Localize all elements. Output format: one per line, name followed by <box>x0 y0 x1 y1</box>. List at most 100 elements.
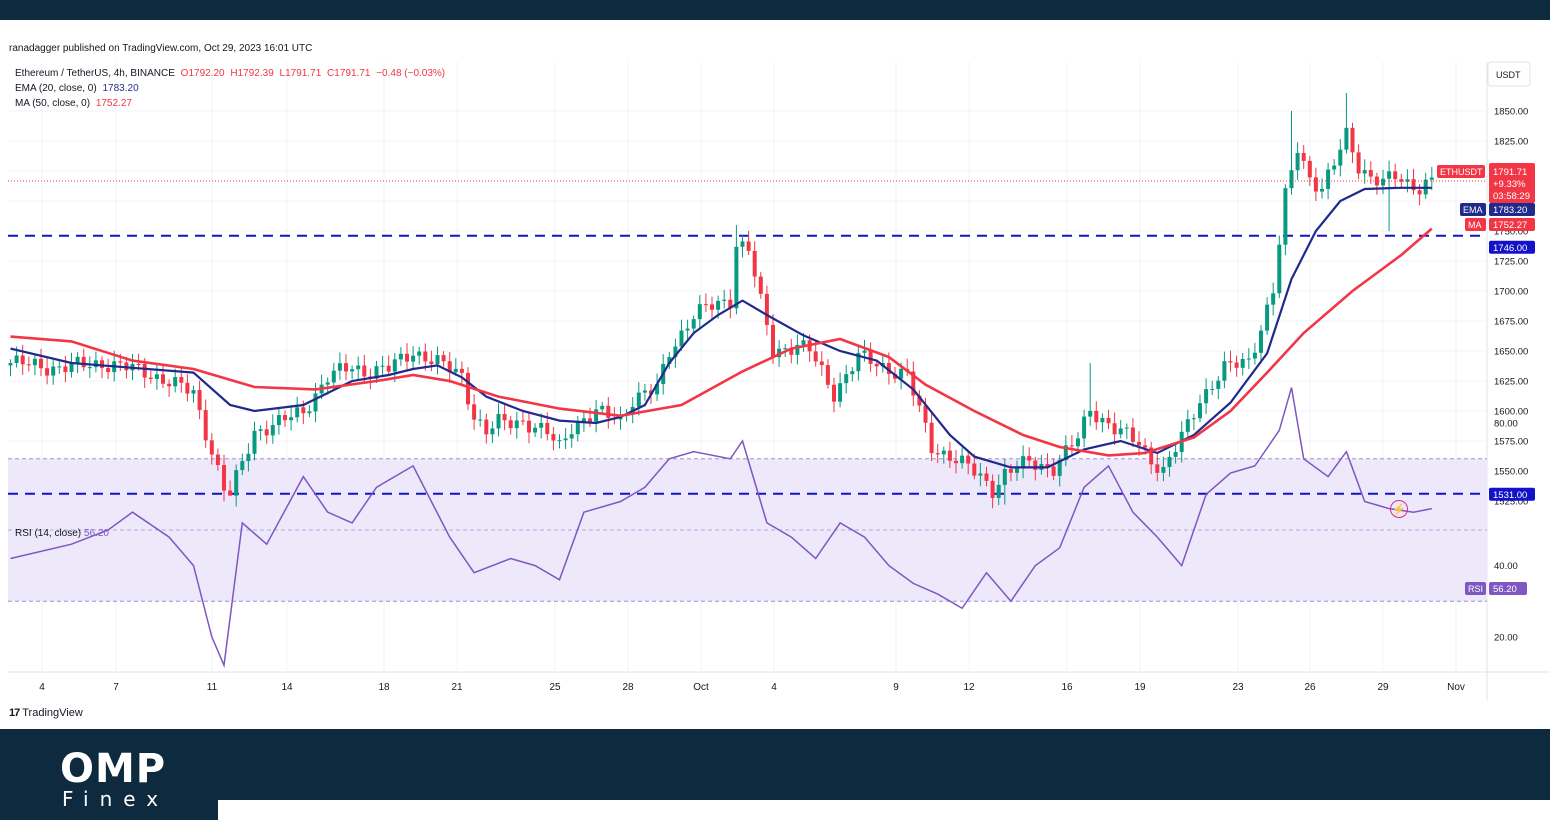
candle-body <box>527 420 531 433</box>
candle-body <box>228 490 233 496</box>
rsi-price-tag <box>1489 582 1527 595</box>
candle-body <box>325 382 330 385</box>
candle-body <box>1411 179 1416 191</box>
x-tick-label: 25 <box>549 682 561 693</box>
ma-price-tag <box>1489 218 1535 231</box>
ethusdt-price-line: 1791.71 <box>1493 167 1527 178</box>
ema-legend-row[interactable]: EMA (20, close, 0) 1783.20 <box>15 81 448 96</box>
rsi-y-tick-label: 20.00 <box>1494 632 1518 643</box>
ema-name-tag <box>1460 203 1486 216</box>
candle-body <box>838 383 843 402</box>
candle-body <box>14 355 19 363</box>
y-tick-label: 1600.00 <box>1494 407 1528 418</box>
candle-body <box>478 419 483 421</box>
candle-body <box>472 404 477 420</box>
candle-body <box>252 430 257 454</box>
ohlc-close: C1791.71 <box>327 68 371 79</box>
candle-body <box>588 418 592 422</box>
candle-body <box>923 405 928 423</box>
candle-body <box>1356 152 1361 174</box>
candle-body <box>1405 179 1410 182</box>
ema-name-text: EMA <box>1463 205 1483 215</box>
candle-body <box>710 304 714 310</box>
candle-body <box>466 372 470 405</box>
candle-body <box>1350 127 1355 153</box>
candle-body <box>911 371 916 396</box>
candle-body <box>392 359 397 372</box>
candle-body <box>673 346 678 358</box>
ethusdt-price-tag <box>1489 163 1535 203</box>
candle-body <box>405 353 409 362</box>
finex-wordmark: Finex <box>62 787 170 811</box>
candle-body <box>185 382 190 394</box>
ma-label: MA (50, close, 0) <box>15 98 91 109</box>
candle-body <box>545 422 550 435</box>
candle-body <box>697 304 702 320</box>
candle-body <box>746 241 751 251</box>
x-tick-label: Oct <box>693 682 709 693</box>
candle-body <box>1277 244 1282 294</box>
candle-body <box>929 422 934 454</box>
candle-body <box>636 392 641 407</box>
candle-body <box>313 393 318 412</box>
candle-body <box>222 465 226 491</box>
x-tick-label: 18 <box>378 682 390 693</box>
lightning-icon[interactable]: ⚡ <box>1390 500 1408 518</box>
rsi-y-tick-label: 40.00 <box>1494 561 1518 572</box>
candle-body <box>825 365 830 385</box>
candle-body <box>966 455 971 464</box>
candle-body <box>752 250 757 277</box>
candle-body <box>1124 427 1129 429</box>
rsi-legend[interactable]: RSI (14, close) 56.20 <box>15 528 109 539</box>
candle-body <box>789 348 794 355</box>
candle-body <box>1167 456 1172 468</box>
rsi-y-tick-label: 80.00 <box>1494 419 1518 430</box>
candle-body <box>1027 456 1032 461</box>
candle-body <box>594 409 599 422</box>
y-tick-label: 1525.00 <box>1494 497 1528 508</box>
candle-body <box>990 480 995 498</box>
candle-body <box>557 440 562 442</box>
x-tick-label: 19 <box>1134 682 1146 693</box>
candle-body <box>75 356 80 363</box>
tradingview-logo[interactable]: 17 TradingView <box>9 707 83 719</box>
candle-body <box>972 463 977 476</box>
level-price-text: 1531.00 <box>1493 490 1527 501</box>
y-tick-label: 1575.00 <box>1494 437 1528 448</box>
x-tick-label: 9 <box>893 682 899 693</box>
candle-body <box>264 429 269 436</box>
ohlc-change: −0.48 (−0.03%) <box>376 68 446 79</box>
candle-body <box>984 473 989 481</box>
x-tick-label: 7 <box>113 682 119 693</box>
candle-body <box>26 364 31 366</box>
level-price-tag <box>1489 487 1535 501</box>
y-tick-label: 1700.00 <box>1494 287 1528 298</box>
omp-finex-logo: OMP Finex <box>60 749 170 811</box>
candle-body <box>1155 464 1160 473</box>
symbol-row: Ethereum / TetherUS, 4h, BINANCE O1792.2… <box>15 66 448 81</box>
candle-body <box>832 384 836 402</box>
candle-body <box>270 425 275 436</box>
candle-body <box>1118 428 1123 435</box>
y-tick-label: 1850.00 <box>1494 107 1528 118</box>
candle-body <box>935 453 940 455</box>
ma-name-text: MA <box>1468 220 1482 230</box>
candle-body <box>362 365 367 377</box>
candle-body <box>344 363 348 372</box>
level-price-tag <box>1489 240 1535 254</box>
candle-body <box>1185 419 1190 432</box>
candle-body <box>1143 445 1148 448</box>
currency-box <box>1487 61 1531 87</box>
chart-canvas[interactable]: USDT 4 7 11 14 18 21 25 28 Oct 4 9 12 16 19 23 26 29 Nov 15… <box>0 0 1550 729</box>
ma-legend-row[interactable]: MA (50, close, 0) 1752.27 <box>15 96 448 111</box>
candle-body <box>819 361 824 366</box>
symbol-name[interactable]: Ethereum / TetherUS, 4h, BINANCE <box>15 68 175 79</box>
candle-body <box>1246 358 1251 360</box>
candle-body <box>411 355 416 362</box>
ethusdt-price-line: 03:58:29 <box>1493 191 1530 202</box>
candle-body <box>1283 188 1288 245</box>
candle-body <box>996 484 1001 498</box>
candle-body <box>581 418 586 422</box>
candle-body <box>1252 352 1257 359</box>
candle-body <box>417 351 422 356</box>
